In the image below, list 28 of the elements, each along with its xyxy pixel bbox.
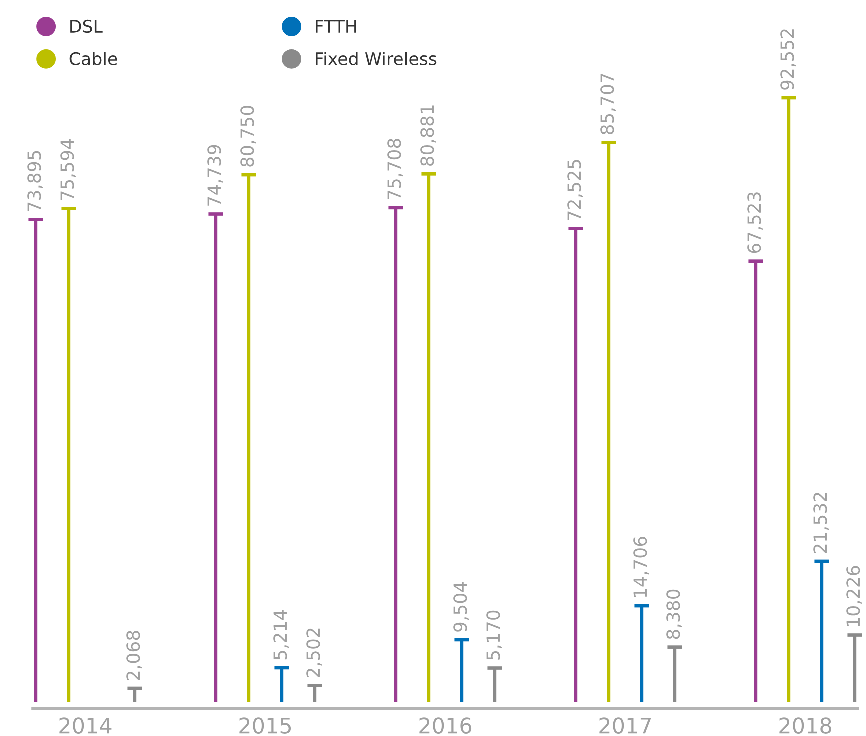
x-tick-label: 2014: [60, 718, 112, 734]
x-tick-label: 2018: [780, 718, 832, 734]
data-label: 5,214: [274, 610, 290, 660]
data-label: 75,594: [60, 140, 76, 200]
legend-label: Fixed Wireless: [316, 52, 437, 66]
data-label: 9,504: [454, 582, 470, 632]
data-label: 73,895: [28, 151, 44, 212]
data-label: 75,708: [388, 139, 404, 200]
data-label: 80,750: [240, 106, 256, 167]
legend-label: DSL: [70, 20, 103, 34]
data-label: 92,552: [780, 30, 796, 90]
x-tick-label: 2015: [240, 718, 292, 734]
data-label: 72,525: [568, 160, 584, 220]
data-label: 5,170: [486, 610, 502, 660]
data-label: 85,707: [600, 74, 616, 134]
legend-label: Cable: [70, 52, 118, 66]
x-tick-label: 2016: [420, 718, 472, 734]
data-label: 74,739: [208, 145, 224, 206]
data-label: 21,532: [814, 493, 830, 554]
data-label: 8,380: [666, 590, 682, 640]
data-label: 67,523: [748, 192, 764, 254]
x-tick-label: 2017: [600, 718, 652, 734]
data-label: 2,068: [126, 631, 142, 680]
data-label: 2,502: [306, 628, 322, 678]
data-label: 14,706: [634, 537, 650, 598]
data-label: 10,226: [846, 566, 862, 626]
legend-label: FTTH: [316, 20, 356, 33]
data-label: 80,881: [420, 106, 436, 166]
